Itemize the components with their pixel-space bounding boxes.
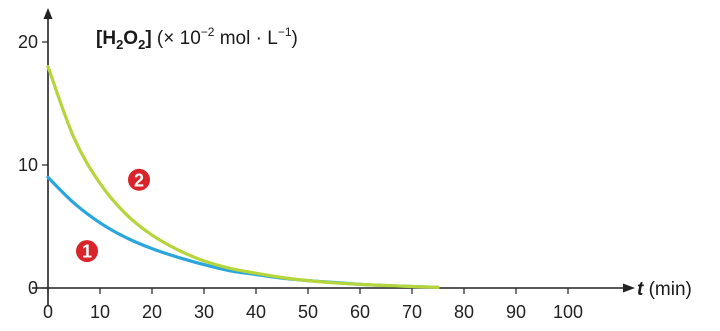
curve-badge-2: 2 bbox=[128, 168, 150, 191]
y-ticks: 0 10 20 bbox=[18, 32, 48, 298]
x-tick-label: 90 bbox=[506, 302, 526, 322]
annotation-layer: 12 bbox=[76, 168, 150, 263]
x-tick-label: 60 bbox=[350, 302, 370, 322]
x-axis-arrow bbox=[623, 283, 635, 293]
series-line-2 bbox=[46, 65, 440, 289]
badge-label: 2 bbox=[134, 170, 144, 190]
x-tick-label: 50 bbox=[298, 302, 318, 322]
x-axis-title: t (min) bbox=[637, 279, 692, 300]
curve-badge-1: 1 bbox=[76, 240, 98, 263]
badge-circle bbox=[128, 168, 150, 191]
x-tick-label: 20 bbox=[142, 302, 162, 322]
y-axis-title: [H2O2] (× 10−2 mol · L−1) bbox=[96, 25, 298, 52]
badge-label: 1 bbox=[82, 242, 92, 262]
x-tick-label: 80 bbox=[454, 302, 474, 322]
x-tick-label: 40 bbox=[246, 302, 266, 322]
x-tick-label: 70 bbox=[402, 302, 422, 322]
y-tick-label: 0 bbox=[28, 278, 38, 298]
y-axis-arrow bbox=[43, 8, 53, 19]
y-tick-label: 10 bbox=[18, 155, 38, 175]
x-axis bbox=[32, 283, 635, 293]
x-tick-label: 100 bbox=[553, 302, 583, 322]
x-tick-label: 30 bbox=[194, 302, 214, 322]
y-tick-label: 20 bbox=[18, 32, 38, 52]
x-ticks: 0 10 20 30 40 50 60 70 80 90 100 bbox=[43, 288, 583, 322]
badge-circle bbox=[76, 240, 98, 263]
y-axis bbox=[43, 8, 53, 306]
series-layer bbox=[46, 65, 440, 289]
x-tick-label: 10 bbox=[90, 302, 110, 322]
x-tick-label: 0 bbox=[43, 302, 53, 322]
